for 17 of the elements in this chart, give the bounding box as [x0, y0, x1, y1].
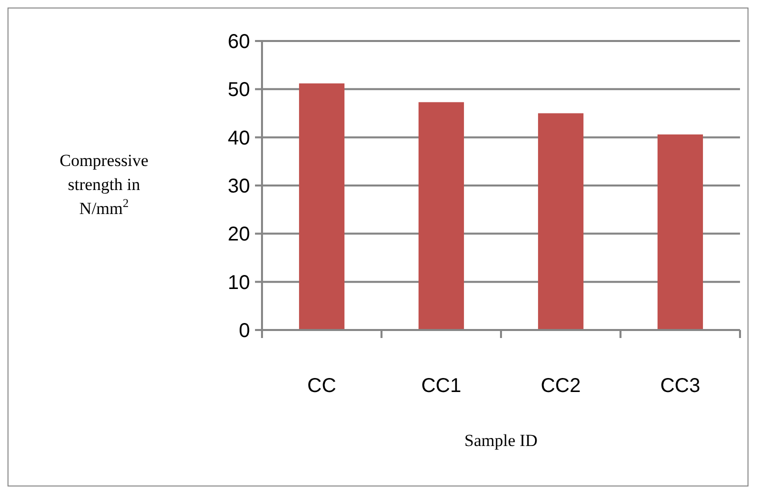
y-tick-label: 30: [228, 176, 250, 198]
bar: [538, 113, 584, 330]
x-tick-label: CC: [307, 375, 336, 397]
y-tick-label: 60: [228, 31, 250, 53]
y-tick-label: 20: [228, 224, 250, 246]
x-tick-label: CC1: [421, 375, 462, 397]
x-tick-label: CC2: [540, 375, 581, 397]
x-tick-label: CC3: [660, 375, 700, 397]
y-tick-label: 0: [238, 320, 250, 342]
y-tick-label: 40: [228, 127, 250, 150]
y-axis-title: Compressive strength in N/mm$^{2}$: [60, 151, 148, 218]
y-tick-label: 10: [228, 272, 250, 294]
bar: [299, 83, 344, 330]
y-tick-label: 50: [228, 79, 250, 102]
x-axis-title: Sample ID: [464, 431, 538, 450]
bar: [658, 134, 703, 330]
bar: [418, 102, 464, 330]
